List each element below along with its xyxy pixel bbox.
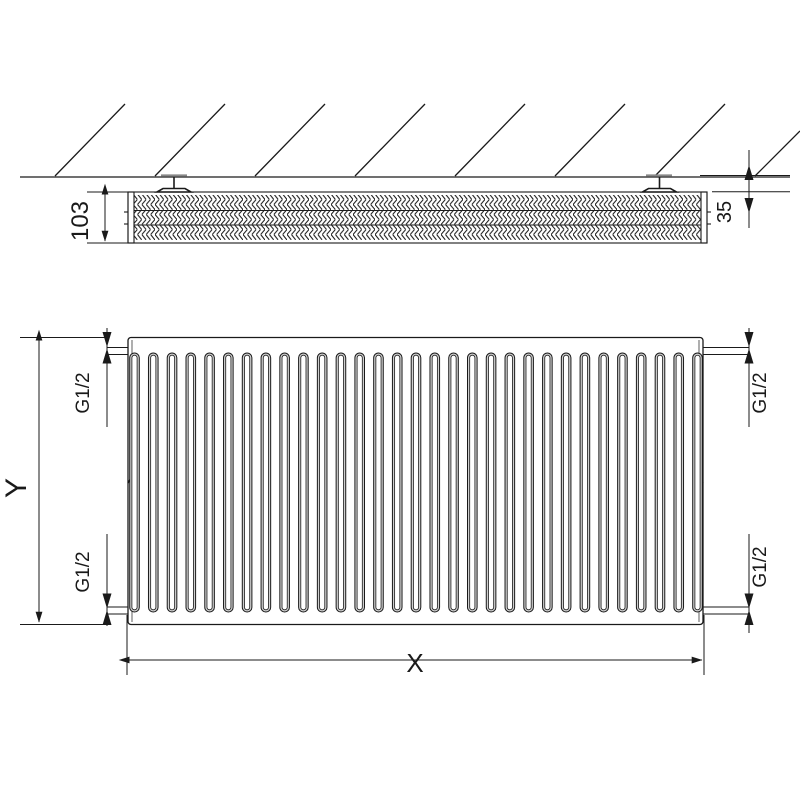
svg-text:Y: Y — [0, 478, 33, 498]
svg-text:35: 35 — [714, 201, 736, 223]
svg-text:103: 103 — [67, 201, 94, 241]
svg-text:G1/2: G1/2 — [73, 551, 94, 592]
svg-text:G1/2: G1/2 — [73, 372, 94, 413]
svg-text:G1/2: G1/2 — [750, 546, 771, 587]
svg-text:G1/2: G1/2 — [750, 372, 771, 413]
svg-text:X: X — [406, 648, 423, 678]
